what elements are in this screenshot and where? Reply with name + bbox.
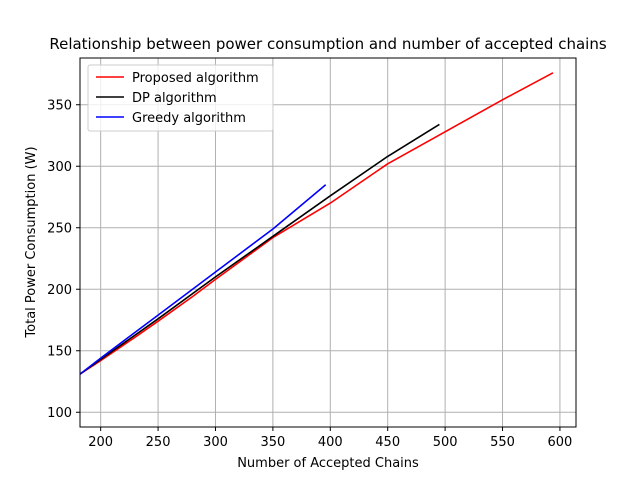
legend-label: DP algorithm	[132, 91, 217, 106]
y-tick-label: 350	[47, 99, 72, 114]
x-axis-label: Number of Accepted Chains	[237, 456, 419, 471]
y-tick-label: 250	[47, 222, 72, 237]
series-line	[79, 123, 440, 375]
y-tick-label: 150	[47, 345, 72, 360]
legend: Proposed algorithm DP algorithm Greedy alg…	[87, 64, 274, 132]
series-line	[79, 184, 327, 375]
chart-title: Relationship between power consumption a…	[49, 35, 606, 53]
x-tick-label: 450	[375, 435, 400, 450]
x-tick-label: 350	[260, 435, 285, 450]
x-tick-label: 200	[88, 435, 113, 450]
y-ticks: 100 150 200 250 300 350	[47, 99, 80, 421]
legend-box	[87, 64, 274, 132]
y-tick-label: 100	[47, 406, 72, 421]
x-tick-label: 400	[318, 435, 343, 450]
x-tick-label: 550	[490, 435, 515, 450]
x-tick-label: 600	[548, 435, 573, 450]
grid-lines	[80, 58, 576, 427]
plot-frame	[79, 57, 577, 428]
y-tick-label: 300	[47, 160, 72, 175]
legend-label: Proposed algorithm	[132, 71, 259, 86]
series-line	[79, 72, 554, 375]
x-ticks: 200 250 300 350 400 450 500 550 600	[88, 427, 572, 450]
x-tick-label: 250	[146, 435, 171, 450]
y-axis-label: Total Power Consumption (W)	[24, 146, 39, 338]
series-lines	[79, 72, 554, 375]
x-tick-label: 300	[203, 435, 228, 450]
x-tick-label: 500	[433, 435, 458, 450]
y-tick-label: 200	[47, 283, 72, 298]
legend-label: Greedy algorithm	[132, 111, 246, 126]
